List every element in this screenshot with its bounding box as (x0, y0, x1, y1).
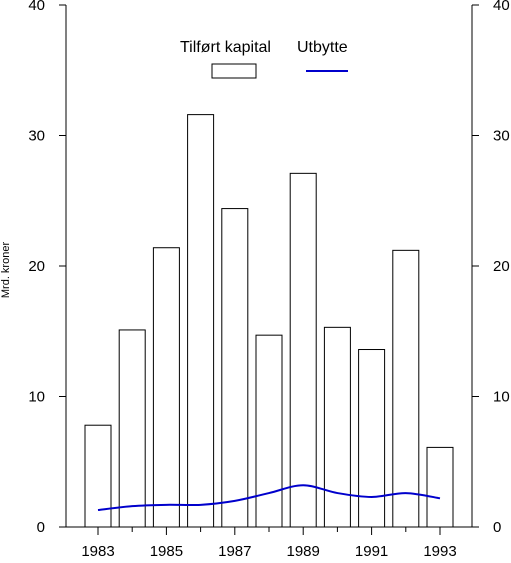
x-tick-label: 1991 (355, 543, 388, 560)
y-tick-label-right: 20 (493, 258, 510, 275)
legend-label-tilfort-kapital: Tilført kapital (180, 39, 271, 56)
bar-1987 (221, 208, 249, 528)
y-axis-label: Mrd. kroner (0, 242, 12, 299)
line-utbytte (97, 484, 441, 512)
x-tick-label: 1993 (423, 543, 456, 560)
y-tick-label-left: 0 (37, 519, 45, 536)
bar-1992 (392, 249, 420, 528)
x-tick-label: 1987 (218, 543, 251, 560)
bar-1986 (187, 114, 215, 528)
legend: Tilført kapital Utbytte (180, 39, 348, 79)
y-tick-label-left: 20 (28, 258, 45, 275)
bar-1984 (118, 329, 146, 528)
bar-1985 (152, 247, 180, 528)
y-tick-label-right: 10 (493, 389, 510, 406)
x-tick-label: 1985 (150, 543, 183, 560)
bar-1988 (255, 334, 283, 528)
bar-1983 (84, 424, 112, 528)
y-tick-label-right: 0 (493, 519, 501, 536)
legend-label-utbytte: Utbytte (297, 39, 348, 56)
y-tick-label-right: 40 (493, 0, 510, 14)
y-tick-label-left: 30 (28, 128, 45, 145)
line-series-utbytte (97, 484, 441, 512)
legend-swatch-tilfort-kapital (211, 63, 257, 79)
bar-1993 (426, 446, 454, 528)
y-tick-label-left: 10 (28, 389, 45, 406)
axes: 0 0 10 10 20 20 30 30 40 40 1983 1985 1987 1989 1991 19… (28, 0, 509, 560)
bar-1990 (323, 326, 351, 528)
bar-series-tilfort-kapital (84, 114, 454, 528)
y-tick-label-left: 40 (28, 0, 45, 14)
bar-1989 (289, 172, 317, 528)
y-tick-label-right: 30 (493, 128, 510, 145)
x-tick-label: 1983 (81, 543, 114, 560)
x-tick-label: 1989 (287, 543, 320, 560)
bar-1991 (358, 349, 386, 528)
